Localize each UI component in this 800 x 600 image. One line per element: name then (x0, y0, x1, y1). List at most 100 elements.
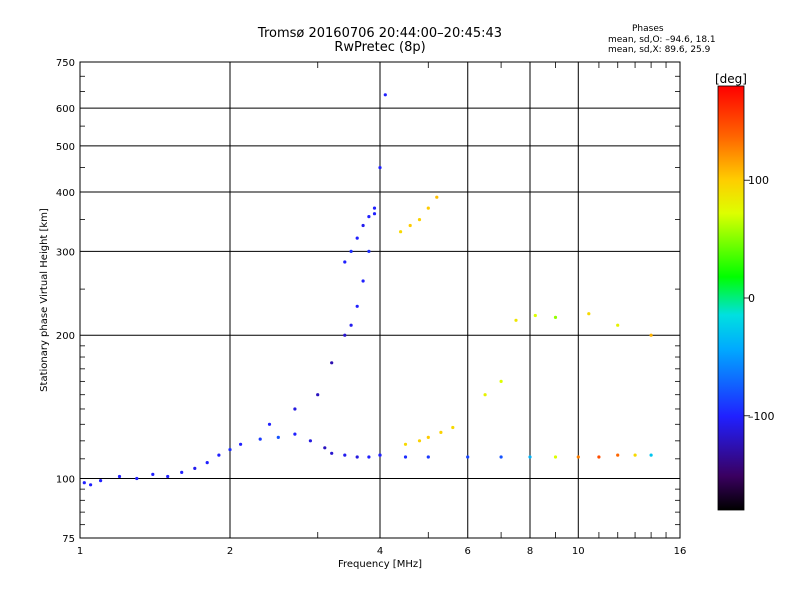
colorbar-tick-label: 100 (748, 174, 769, 187)
data-point (483, 393, 487, 397)
data-point (616, 453, 620, 457)
x-tick-label: 1 (77, 546, 83, 557)
y-tick-label: 100 (56, 475, 75, 486)
data-point (466, 455, 470, 459)
data-point (426, 455, 430, 459)
axes: 1 2 4 6 8 10 16 75 100 200 300 400 500 600 750 (56, 58, 686, 557)
chart-subtitle: RwPretec (8p) (334, 40, 426, 55)
data-point (180, 470, 184, 474)
data-point (367, 249, 371, 253)
data-point (417, 218, 422, 222)
colorbar-ticks: 100 0 –100 (744, 174, 775, 423)
data-point (239, 442, 243, 446)
y-tick-label: 75 (62, 534, 75, 545)
data-point (343, 333, 347, 337)
data-point (426, 435, 430, 439)
data-point (597, 455, 601, 459)
data-point (399, 230, 403, 234)
data-point (343, 453, 347, 457)
data-point (378, 166, 382, 170)
data-point (383, 93, 387, 97)
data-point (367, 455, 371, 459)
grid-lines (80, 62, 680, 538)
colorbar-tick-label: –100 (748, 410, 775, 423)
y-tick-label: 750 (56, 58, 75, 69)
data-point (343, 260, 347, 264)
data-points (82, 93, 653, 487)
y-axis-label: Stationary phase Virtual Height [km] (39, 208, 50, 392)
data-point (355, 304, 359, 308)
data-point (633, 453, 637, 457)
data-point (403, 455, 408, 459)
x-tick-label: 4 (377, 546, 383, 557)
data-point (587, 312, 591, 316)
data-point (82, 481, 86, 485)
data-point (533, 313, 537, 318)
data-point (355, 236, 359, 240)
data-point (151, 472, 155, 476)
data-point (378, 453, 382, 457)
data-point (408, 223, 412, 228)
data-point (293, 407, 297, 411)
phase-heading: Phases (632, 24, 664, 34)
data-point (349, 249, 353, 253)
data-point (228, 448, 232, 452)
data-point (361, 279, 365, 283)
data-point (528, 455, 532, 459)
y-tick-label: 500 (56, 142, 75, 153)
phase-mean-o: mean, sd,O: –94.6, 18.1 (608, 35, 716, 45)
data-point (417, 439, 422, 443)
data-point (499, 379, 503, 383)
x-axis-label: Frequency [MHz] (338, 559, 422, 570)
data-point (439, 430, 443, 434)
data-point (361, 223, 365, 228)
data-point (205, 461, 209, 465)
data-point (258, 437, 262, 441)
chart-title: Tromsø 20160706 20:44:00–20:45:43 (257, 26, 503, 41)
colorbar-tick-label: 0 (748, 292, 755, 305)
data-point (435, 195, 439, 199)
data-point (316, 393, 320, 397)
y-tick-label: 200 (56, 331, 75, 342)
x-tick-label: 10 (572, 546, 585, 557)
data-point (616, 323, 620, 327)
data-point (135, 476, 139, 481)
data-point (649, 453, 653, 457)
data-point (553, 455, 558, 459)
data-point (367, 215, 371, 219)
data-point (649, 333, 653, 337)
data-point (89, 483, 93, 487)
colorbar-label: [deg] (715, 72, 747, 86)
data-point (323, 446, 327, 450)
y-tick-label: 600 (56, 104, 75, 115)
data-point (355, 455, 359, 459)
y-tick-label: 300 (56, 247, 75, 258)
data-point (349, 323, 353, 327)
data-point (403, 442, 408, 446)
plot-frame (79, 61, 681, 539)
x-tick-label: 2 (227, 546, 233, 557)
data-point (499, 455, 503, 459)
data-point (117, 474, 122, 479)
data-point (553, 315, 558, 319)
phase-mean-x: mean, sd,X: 89.6, 25.9 (608, 45, 711, 55)
x-tick-label: 6 (465, 546, 471, 557)
x-tick-label: 8 (527, 546, 533, 557)
data-point (514, 318, 518, 322)
data-point (576, 455, 580, 459)
phase-colorbar (717, 85, 745, 511)
x-tick-label: 16 (674, 546, 687, 557)
data-point (330, 451, 334, 455)
data-point (293, 432, 297, 436)
data-point (330, 361, 334, 365)
y-tick-label: 400 (56, 188, 75, 199)
data-point (372, 212, 377, 216)
data-point (426, 206, 430, 210)
data-point (372, 206, 377, 210)
data-point (217, 453, 221, 457)
data-point (99, 479, 103, 483)
data-point (451, 425, 455, 430)
data-point (276, 435, 280, 439)
data-point (308, 439, 312, 443)
